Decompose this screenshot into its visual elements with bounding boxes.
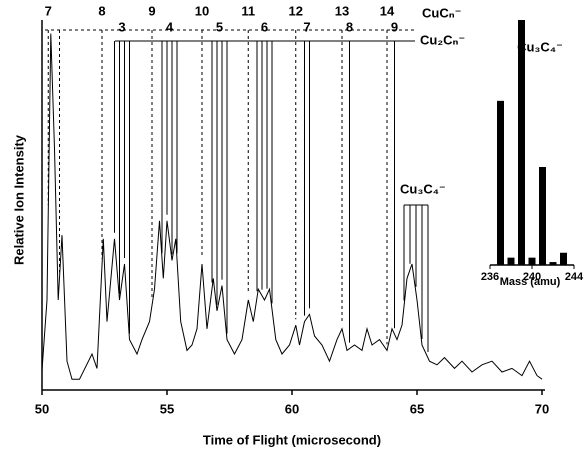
inset-bar	[507, 257, 515, 265]
assignment-series-label: Cu₂Cₙ⁻	[420, 32, 465, 47]
spectrum-line	[41, 33, 543, 380]
inset-bar	[528, 257, 536, 265]
assignment-label: 4	[166, 19, 174, 34]
inset-bar	[560, 252, 567, 265]
inset-title: Cu₃C₄⁻	[517, 39, 563, 54]
x-tick-label: 50	[35, 401, 49, 416]
assignment-label: 7	[45, 3, 52, 18]
assignment-label: 8	[98, 3, 105, 18]
x-tick-label: 60	[285, 401, 299, 416]
inset-x-tick-label: 236	[481, 271, 499, 283]
assignment-label: 10	[195, 3, 209, 18]
assignment-label: 3	[118, 19, 125, 34]
assignment-label: 6	[261, 19, 268, 34]
assignment-label: 9	[148, 3, 155, 18]
assignment-label: 7	[303, 19, 310, 34]
inset-bar	[549, 262, 557, 265]
x-axis-title: Time of Flight (microsecond)	[203, 432, 381, 447]
assignment-series-label: Cu₃C₄⁻	[400, 181, 446, 196]
inset-bar	[539, 167, 546, 265]
assignment-label: 8	[346, 19, 353, 34]
assignment-label: 14	[380, 3, 395, 18]
x-tick-label: 65	[410, 401, 424, 416]
y-axis-title: Relative Ion Intensity	[11, 134, 26, 265]
inset-bar	[518, 20, 525, 265]
assignment-label: 12	[289, 3, 303, 18]
inset-x-tick-label: 240	[523, 271, 541, 283]
x-tick-label: 70	[535, 401, 549, 416]
assignment-label: 9	[391, 19, 398, 34]
assignment-label: 11	[241, 3, 255, 18]
assignment-label: 5	[216, 19, 223, 34]
inset-bar	[497, 100, 504, 265]
assignment-series-label: CuCₙ⁻	[422, 5, 462, 20]
inset-x-axis-title: Mass (amu)	[500, 276, 561, 288]
assignment-label: 13	[335, 3, 349, 18]
x-tick-label: 55	[160, 401, 174, 416]
inset-x-tick-label: 244	[565, 271, 584, 283]
